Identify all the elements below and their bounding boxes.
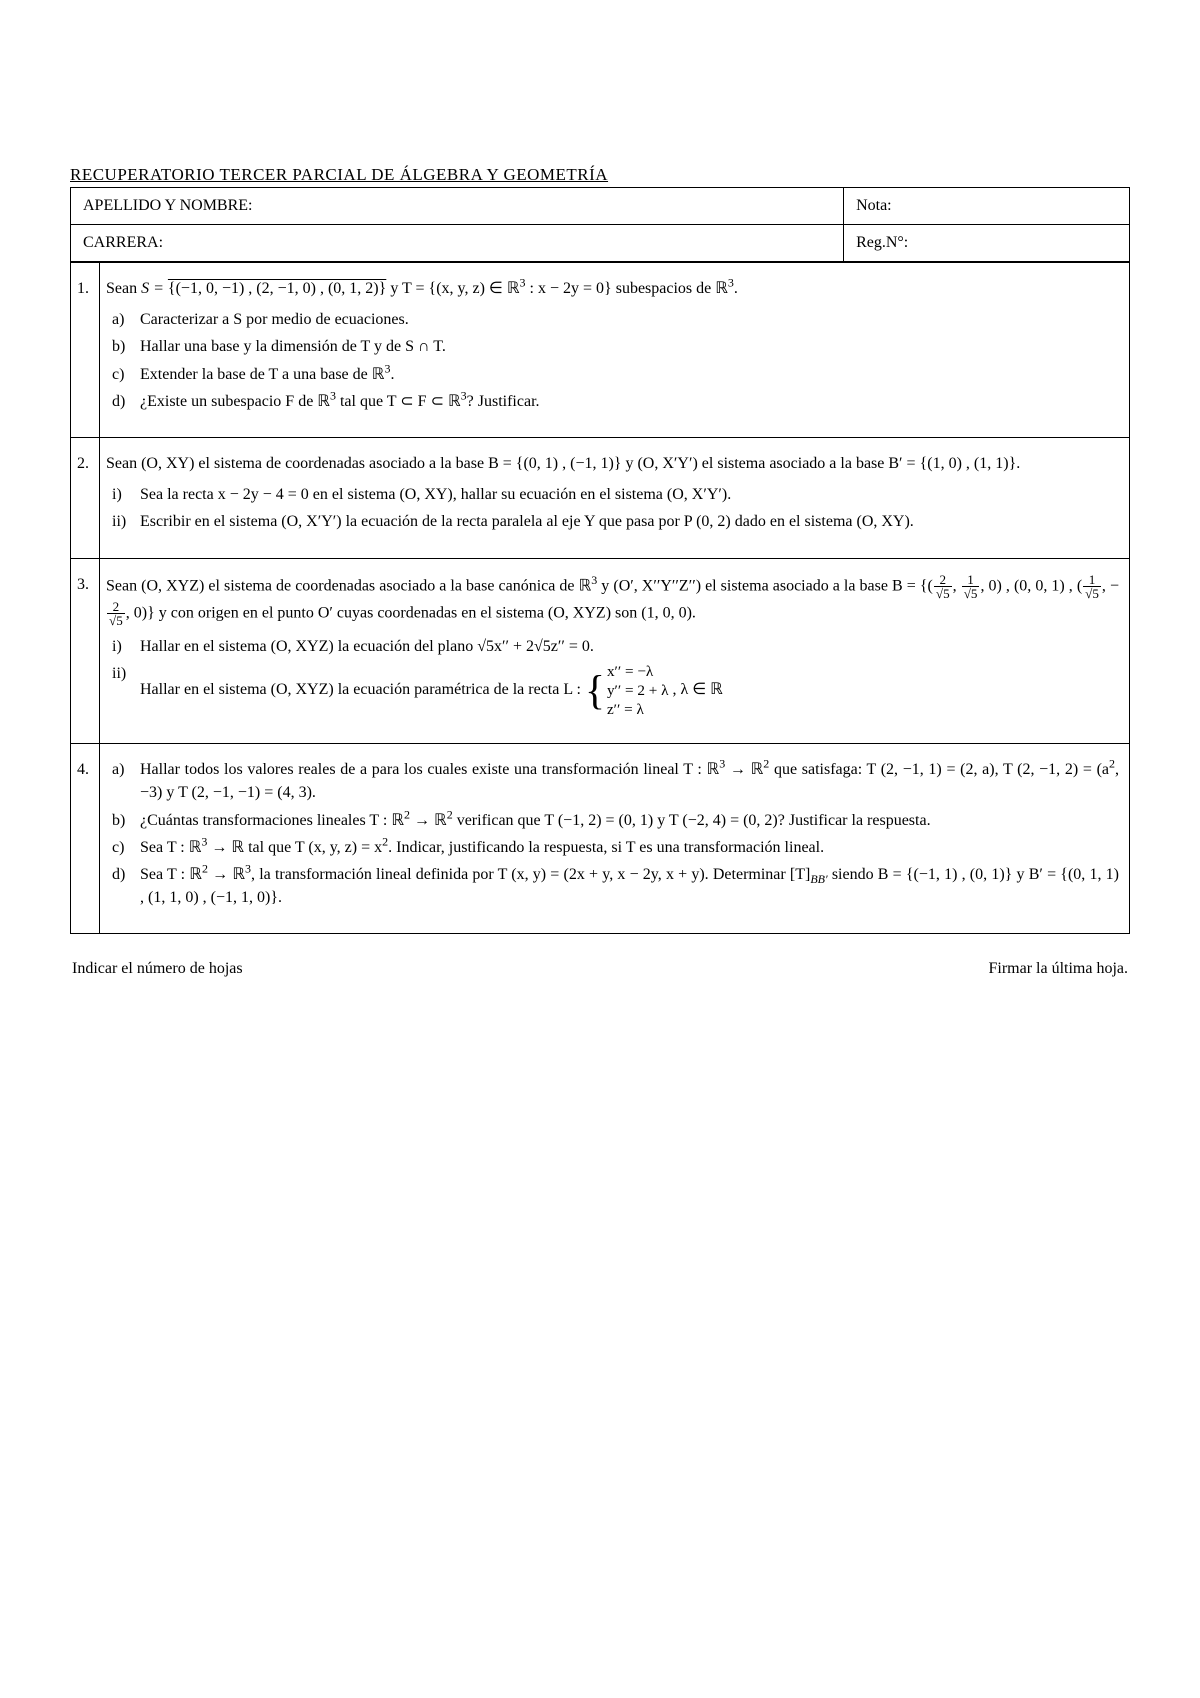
question-1: 1. Sean S = {(−1, 0, −1) , (2, −1, 0) , … [71,263,1130,438]
q1d-c: ? Justificar. [467,393,540,410]
q4d-label: d) [112,863,125,886]
reg-cell: Reg.N°: [844,225,1130,262]
q3ii-b: , λ ∈ ℝ [668,681,722,698]
q3-f3n: 1 [1083,573,1101,587]
q4c-3: . Indicar, justificando la respuesta, si… [388,839,824,856]
q1-S: S = [141,280,168,297]
q1-intro-c: : x − 2y = 0} subespacios de ℝ [526,280,728,297]
q3-number: 3. [71,558,100,744]
q4-body: a) Hallar todos los valores reales de a p… [100,744,1130,934]
q4a-3: que satisfaga: T (2, −1, 1) = (2, a), T … [769,761,1109,778]
q4b-label: b) [112,809,125,832]
q3i-a: Hallar en el sistema (O, XYZ) la ecuació… [140,638,477,655]
q2-body: Sean (O, XY) el sistema de coordenadas a… [100,437,1130,558]
q3-body: Sean (O, XYZ) el sistema de coordenadas … [100,558,1130,744]
q3-sqrt-b: √5 [534,638,551,655]
q1c-label: c) [112,363,124,386]
page: RECUPERATORIO TERCER PARCIAL DE ÁLGEBRA … [0,0,1200,1098]
q1-intro-d: . [734,280,738,297]
q3-basis-close: , 0)} [126,604,155,621]
header-table: APELLIDO Y NOMBRE: Nota: CARRERA: Reg.N°… [70,187,1130,262]
q4c-1: Sea T : ℝ [140,839,201,856]
q4a-2: → ℝ [725,761,763,778]
q3-f3d: √5 [1083,587,1101,600]
q2ii-label: ii) [112,510,126,533]
q3ii-label: ii) [112,662,126,685]
q2i-label: i) [112,483,122,506]
exam-body: 1. Sean S = {(−1, 0, −1) , (2, −1, 0) , … [70,262,1130,934]
q3i-c: z′′ = 0. [551,638,594,655]
q3-sys1: x′′ = −λ [607,662,669,681]
q3-intro-b: y (O′, X′′Y′′Z′′) el siste­ma asociado a… [597,577,920,594]
q3-intro-c: y con origen en el punto O′ cuyas coorde… [155,604,696,621]
q3-sqrt-a: √5 [477,638,494,655]
q1c-b: . [390,366,394,383]
q4c-label: c) [112,836,124,859]
career-cell: CARRERA: [71,225,844,262]
q4d-3: , la transformación lineal definida por … [251,866,810,883]
q1b: Hallar una base y la dimensión de T y de… [140,338,446,355]
q1d-label: d) [112,390,125,413]
q1c-a: Extender la base de T a una base de ℝ [140,366,384,383]
q3-f4d: √5 [107,614,125,627]
q4b-2: → ℝ [410,812,447,829]
q1a-label: a) [112,308,124,331]
q4c-2: → ℝ tal que T (x, y, z) = x [207,839,382,856]
grade-cell: Nota: [844,188,1130,225]
q3i-label: i) [112,635,122,658]
q1-span-set: {(−1, 0, −1) , (2, −1, 0) , (0, 1, 2)} [168,280,386,297]
brace-icon: { [585,674,605,707]
question-4: 4. a) Hallar todos los valores reales de … [71,744,1130,934]
q3-sys3: z′′ = λ [607,700,669,719]
q1d-b: tal que T ⊂ F ⊂ ℝ [336,393,461,410]
q1-number: 1. [71,263,100,438]
q4b-3: verifican que T (−1, 2) = (0, 1) y T (−2… [453,812,931,829]
q3-basis-mid: , 0) , (0, 0, 1) , ( [980,577,1082,594]
q1b-label: b) [112,335,125,358]
q3-f4n: 2 [107,600,125,614]
q4a-1: Hallar todos los valores reales de a par… [140,761,719,778]
q1-intro-a: Sean [106,280,141,297]
q4b-1: ¿Cuántas transformaciones lineales T : ℝ [140,812,404,829]
q3-f2n: 1 [962,573,980,587]
q1-body: Sean S = {(−1, 0, −1) , (2, −1, 0) , (0,… [100,263,1130,438]
footer-left: Indicar el número de hojas [72,960,243,978]
q3-f2d: √5 [962,587,980,600]
exam-title: RECUPERATORIO TERCER PARCIAL DE ÁLGEBRA … [70,165,1130,185]
footer: Indicar el número de hojas Firmar la últ… [70,960,1130,978]
q4d-2: → ℝ [208,866,245,883]
q2-number: 2. [71,437,100,558]
footer-right: Firmar la última hoja. [988,960,1128,978]
q2i: Sea la recta x − 2y − 4 = 0 en el sistem… [140,486,731,503]
q1-intro-b: y T = {(x, y, z) ∈ ℝ [386,280,519,297]
q3ii-a: Hallar en el sistema (O, XYZ) la ecuació… [140,681,585,698]
q3-system: x′′ = −λy′′ = 2 + λz′′ = λ [607,662,669,719]
q3i-b: x′′ + 2 [494,638,534,655]
q3-intro-a: Sean (O, XYZ) el sistema de coordenadas … [106,577,591,594]
q1a: Caracterizar a S por medio de ecuaciones… [140,311,409,328]
question-3: 3. Sean (O, XYZ) el sistema de coordenad… [71,558,1130,744]
q4-number: 4. [71,744,100,934]
q4a-label: a) [112,758,124,781]
name-cell: APELLIDO Y NOMBRE: [71,188,844,225]
q2ii: Escribir en el sistema (O, X′Y′) la ecua… [140,513,914,530]
q4d-1: Sea T : ℝ [140,866,202,883]
q1d-a: ¿Existe un subespacio F de ℝ [140,393,330,410]
q3-f1d: √5 [934,587,952,600]
q3-sys2: y′′ = 2 + λ [607,681,669,700]
q2-intro: Sean (O, XY) el sistema de coordenadas a… [106,452,1119,475]
q3-basis-open: {( [920,577,933,594]
q3-f1n: 2 [934,573,952,587]
question-2: 2. Sean (O, XY) el sistema de coordenada… [71,437,1130,558]
